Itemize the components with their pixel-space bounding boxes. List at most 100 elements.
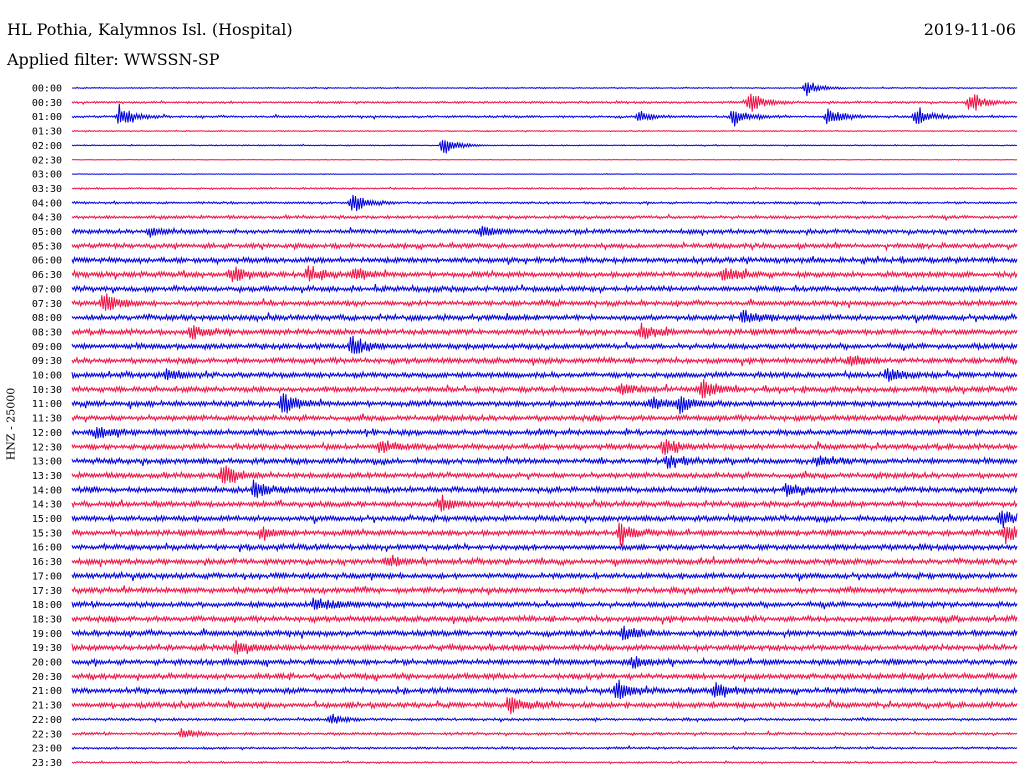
row-label-0030: 00:30 bbox=[32, 98, 62, 109]
row-label-1500: 15:00 bbox=[32, 514, 62, 525]
trace-row-1930 bbox=[71, 640, 1018, 655]
trace-row-0930 bbox=[71, 355, 1018, 367]
trace-row-2000 bbox=[71, 656, 1018, 669]
trace-row-1630 bbox=[71, 554, 1018, 567]
row-label-0730: 07:30 bbox=[32, 299, 62, 310]
row-label-1030: 10:30 bbox=[32, 385, 62, 396]
trace-row-0100 bbox=[71, 103, 1018, 127]
row-label-1230: 12:30 bbox=[32, 442, 62, 453]
row-label-2200: 22:00 bbox=[32, 715, 62, 726]
trace-row-0330 bbox=[71, 186, 1018, 191]
trace-row-0900 bbox=[71, 335, 1018, 354]
row-label-0830: 08:30 bbox=[32, 327, 62, 338]
row-label-2230: 22:30 bbox=[32, 729, 62, 740]
trace-row-1130 bbox=[71, 413, 1018, 424]
trace-row-2130 bbox=[71, 697, 1018, 715]
trace-row-0500 bbox=[71, 225, 1018, 238]
trace-row-1030 bbox=[71, 379, 1018, 399]
row-label-2330: 23:30 bbox=[32, 758, 62, 769]
row-label-2030: 20:30 bbox=[32, 672, 62, 683]
trace-row-0130 bbox=[71, 129, 1018, 133]
row-label-0530: 05:30 bbox=[32, 241, 62, 252]
trace-row-0630 bbox=[71, 265, 1018, 283]
trace-row-0400 bbox=[71, 194, 1018, 212]
row-label-0400: 04:00 bbox=[32, 198, 62, 209]
row-label-0930: 09:30 bbox=[32, 356, 62, 367]
trace-row-1730 bbox=[71, 585, 1018, 596]
row-label-1730: 17:30 bbox=[32, 586, 62, 597]
row-label-0200: 02:00 bbox=[32, 141, 62, 152]
row-label-1300: 13:00 bbox=[32, 457, 62, 468]
trace-row-0700 bbox=[71, 283, 1018, 295]
row-label-0000: 00:00 bbox=[32, 84, 62, 95]
row-label-1530: 15:30 bbox=[32, 528, 62, 539]
row-label-2000: 20:00 bbox=[32, 658, 62, 669]
trace-row-2100 bbox=[71, 679, 1018, 700]
row-label-1430: 14:30 bbox=[32, 500, 62, 511]
trace-row-1230 bbox=[71, 439, 1018, 456]
row-label-1100: 11:00 bbox=[32, 399, 62, 410]
row-label-1800: 18:00 bbox=[32, 600, 62, 611]
row-label-1400: 14:00 bbox=[32, 485, 62, 496]
trace-row-1600 bbox=[71, 541, 1018, 553]
trace-row-1830 bbox=[71, 613, 1018, 625]
trace-row-0030 bbox=[71, 93, 1018, 112]
row-label-0130: 01:30 bbox=[32, 127, 62, 138]
row-label-1130: 11:30 bbox=[32, 414, 62, 425]
row-label-0600: 06:00 bbox=[32, 256, 62, 267]
trace-row-1200 bbox=[71, 426, 1018, 439]
trace-row-1700 bbox=[71, 570, 1018, 582]
trace-row-1430 bbox=[71, 494, 1018, 512]
row-label-2100: 21:00 bbox=[32, 686, 62, 697]
row-label-1200: 12:00 bbox=[32, 428, 62, 439]
row-label-0630: 06:30 bbox=[32, 270, 62, 281]
trace-row-0530 bbox=[71, 240, 1018, 252]
row-label-0500: 05:00 bbox=[32, 227, 62, 238]
trace-row-1800 bbox=[71, 597, 1018, 610]
trace-row-2330 bbox=[71, 760, 1018, 765]
row-label-0100: 01:00 bbox=[32, 112, 62, 123]
trace-row-1000 bbox=[71, 368, 1018, 382]
row-label-1630: 16:30 bbox=[32, 557, 62, 568]
row-label-1700: 17:00 bbox=[32, 571, 62, 582]
trace-row-2030 bbox=[71, 671, 1018, 682]
row-label-0430: 04:30 bbox=[32, 213, 62, 224]
row-label-2300: 23:00 bbox=[32, 744, 62, 755]
trace-row-0600 bbox=[71, 255, 1018, 266]
trace-row-1530 bbox=[71, 522, 1018, 546]
trace-row-0830 bbox=[71, 322, 1018, 340]
trace-row-0800 bbox=[71, 309, 1018, 324]
row-label-2130: 21:30 bbox=[32, 701, 62, 712]
row-label-0700: 07:00 bbox=[32, 284, 62, 295]
seismic-traces bbox=[71, 82, 1018, 765]
trace-row-1400 bbox=[71, 479, 1018, 498]
row-label-1330: 13:30 bbox=[32, 471, 62, 482]
row-label-0300: 03:00 bbox=[32, 170, 62, 181]
row-label-0330: 03:30 bbox=[32, 184, 62, 195]
filter-label: Applied filter: WWSSN-SP bbox=[7, 50, 220, 69]
trace-row-0230 bbox=[71, 158, 1018, 161]
trace-row-0300 bbox=[71, 173, 1018, 176]
row-label-1900: 19:00 bbox=[32, 629, 62, 640]
trace-row-1330 bbox=[71, 465, 1018, 484]
row-label-1000: 10:00 bbox=[32, 371, 62, 382]
trace-row-0430 bbox=[71, 213, 1018, 222]
trace-row-0200 bbox=[71, 140, 1018, 154]
trace-row-1500 bbox=[71, 510, 1018, 529]
row-label-0230: 02:30 bbox=[32, 155, 62, 166]
trace-row-1100 bbox=[71, 393, 1018, 415]
trace-row-0730 bbox=[71, 293, 1018, 311]
trace-row-2300 bbox=[71, 744, 1018, 751]
row-label-0900: 09:00 bbox=[32, 342, 62, 353]
row-label-1930: 19:30 bbox=[32, 643, 62, 654]
row-label-1830: 18:30 bbox=[32, 614, 62, 625]
time-labels: 00:00 00:30 01:00 01:30 02:00 02:30 03:00 03:30… bbox=[32, 84, 62, 769]
trace-row-2230 bbox=[71, 728, 1018, 738]
trace-row-1300 bbox=[71, 455, 1018, 469]
trace-row-2200 bbox=[71, 713, 1018, 724]
trace-row-0000 bbox=[71, 82, 1018, 97]
row-label-1600: 16:00 bbox=[32, 543, 62, 554]
station-title: HL Pothia, Kalymnos Isl. (Hospital) bbox=[7, 20, 293, 39]
